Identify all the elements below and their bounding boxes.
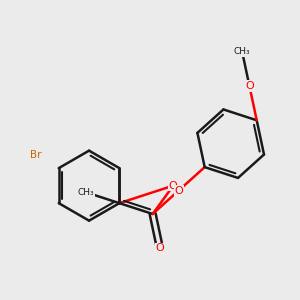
Text: O: O: [156, 243, 164, 253]
Text: O: O: [169, 181, 178, 190]
Text: Br: Br: [30, 150, 42, 160]
Text: O: O: [174, 185, 183, 196]
Text: CH₃: CH₃: [78, 188, 94, 197]
Text: O: O: [245, 81, 254, 91]
Text: CH₃: CH₃: [234, 47, 250, 56]
